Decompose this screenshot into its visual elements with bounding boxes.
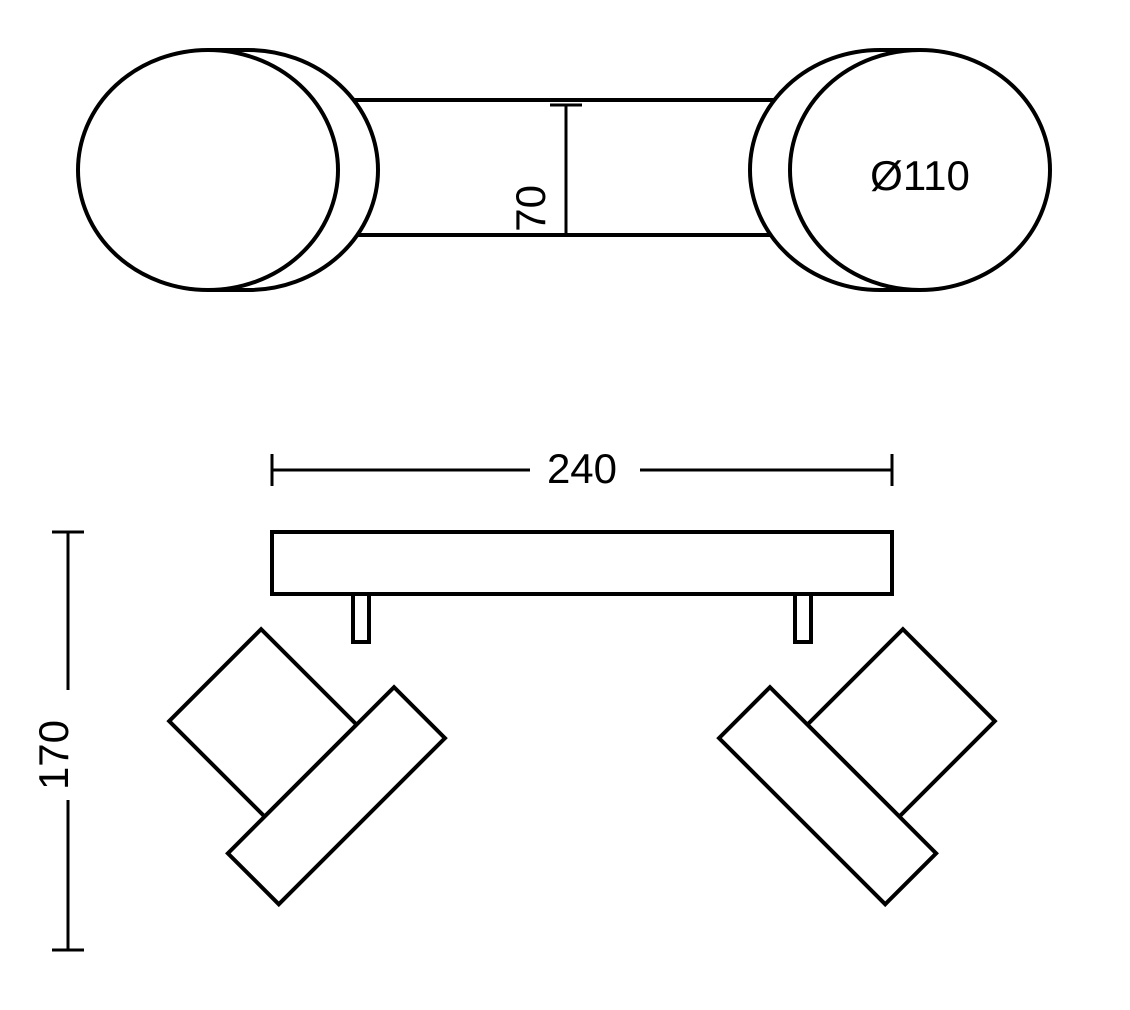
- top-connector-bar: [310, 100, 818, 235]
- right-spotlight: [719, 592, 1032, 905]
- dimension-170-label: 170: [30, 720, 77, 790]
- dimension-70-label: 70: [507, 185, 554, 232]
- dimension-diameter-label: Ø110: [870, 152, 970, 199]
- technical-drawing: 70 Ø110 240: [0, 0, 1130, 1010]
- side-mounting-bar: [272, 532, 892, 594]
- side-stem-left: [353, 594, 369, 642]
- side-stem-right: [795, 594, 811, 642]
- left-spotlight: [132, 592, 445, 905]
- top-left-puck-face: [78, 50, 338, 290]
- dimension-240-label: 240: [547, 445, 617, 492]
